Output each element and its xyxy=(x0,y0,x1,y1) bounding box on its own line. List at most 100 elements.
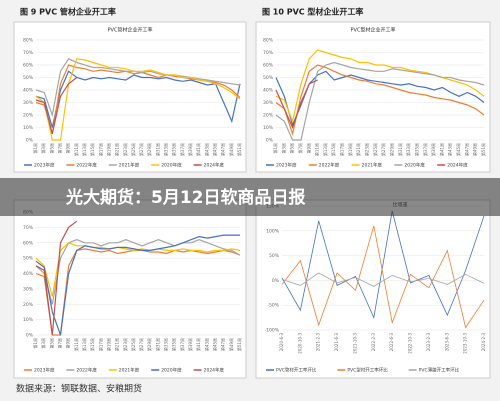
y-tick-label: 60% xyxy=(23,63,34,69)
series-line xyxy=(281,225,485,329)
y-tick-label: 60% xyxy=(263,63,274,69)
x-tick-label: 第21周 xyxy=(355,143,361,156)
x-tick-label: 第7周 xyxy=(297,143,303,154)
y-tick-label: 60% xyxy=(23,240,34,246)
x-tick-label: 第17周 xyxy=(97,338,103,351)
x-tick-label: 第29周 xyxy=(388,143,394,156)
series-line xyxy=(275,49,485,124)
y-tick-label: 10% xyxy=(23,317,34,323)
x-tick-label: 第35周 xyxy=(171,338,177,351)
series-line xyxy=(275,64,485,137)
legend-label: 2020年度 xyxy=(404,162,425,169)
y-tick-label: 80% xyxy=(23,38,34,44)
legend-label: PVC型材开工率环比 xyxy=(347,367,388,374)
series-line xyxy=(281,272,485,287)
legend-label: 2022年度 xyxy=(319,162,340,169)
series-line xyxy=(275,70,485,127)
x-tick-label: 第5周 xyxy=(48,143,54,154)
series-line xyxy=(35,248,241,336)
x-tick-label: 第15周 xyxy=(89,143,95,156)
panel xyxy=(255,21,491,173)
x-tick-label: 第13周 xyxy=(322,143,328,156)
x-tick-label: 第51周 xyxy=(480,143,486,156)
x-tick-label: 第33周 xyxy=(163,338,169,351)
x-tick-label: 2022-10-3 xyxy=(408,333,413,354)
legend-label: 2020年度 xyxy=(161,367,182,374)
legend-label: 2020年度 xyxy=(161,162,182,169)
x-tick-label: 第1周 xyxy=(272,143,278,154)
x-tick-label: 第29周 xyxy=(146,143,152,156)
x-tick-label: 第23周 xyxy=(122,143,128,156)
x-tick-label: 第35周 xyxy=(171,143,177,156)
x-tick-label: 第23周 xyxy=(364,143,370,156)
x-tick-label: 第25周 xyxy=(130,143,136,156)
legend-label: 2024年度 xyxy=(204,367,225,374)
x-tick-label: 2024-2-3 xyxy=(481,333,486,352)
x-tick-label: 第21周 xyxy=(114,143,120,156)
headline: 光大期货：5月12日软商品日报 xyxy=(65,187,306,208)
x-tick-label: 2021-10-3 xyxy=(352,333,357,354)
x-tick-label: 2022-6-3 xyxy=(389,333,394,352)
x-tick-label: 第47周 xyxy=(463,143,469,156)
x-tick-label: 第11周 xyxy=(314,143,320,156)
x-tick-label: 第1周 xyxy=(32,143,38,154)
x-tick-label: 第29周 xyxy=(146,338,152,351)
x-tick-label: 第7周 xyxy=(56,338,62,349)
y-tick-label: 40% xyxy=(23,88,34,94)
series-line xyxy=(35,234,240,336)
series-line xyxy=(35,239,241,305)
x-tick-label: 第39周 xyxy=(187,338,193,351)
x-tick-label: 第15周 xyxy=(330,143,336,156)
x-tick-label: 第11周 xyxy=(73,143,79,156)
x-tick-label: 第25周 xyxy=(130,338,136,351)
x-tick-label: 第27周 xyxy=(138,143,144,156)
series-line xyxy=(281,210,485,319)
x-tick-label: 第47周 xyxy=(220,143,226,156)
x-tick-label: 第51周 xyxy=(236,338,242,351)
legend-label: 2021年度 xyxy=(119,367,140,374)
x-tick-label: 第11周 xyxy=(73,338,79,351)
legend-label: 2021年度 xyxy=(362,162,383,169)
x-tick-label: 第31周 xyxy=(154,143,160,156)
x-tick-label: 第5周 xyxy=(48,338,54,349)
x-tick-label: 第13周 xyxy=(81,143,87,156)
y-tick-label: 70% xyxy=(23,225,34,231)
x-tick-label: 第15周 xyxy=(89,338,95,351)
legend-label: PVC薄膜开工率环比 xyxy=(419,367,460,374)
x-tick-label: 第17周 xyxy=(339,143,345,156)
x-tick-label: 第31周 xyxy=(154,338,160,351)
chart-title: PVC管材企业开工率 xyxy=(108,27,153,34)
y-tick-label: 0% xyxy=(272,278,280,284)
legend-label: 2023年度 xyxy=(34,367,55,374)
y-tick-label: 50% xyxy=(269,253,280,259)
x-tick-label: 2023-2-3 xyxy=(426,333,431,352)
x-tick-label: 第13周 xyxy=(81,338,87,351)
y-tick-label: 30% xyxy=(23,100,34,106)
legend-label: 2021年度 xyxy=(119,162,140,169)
x-tick-label: 第25周 xyxy=(372,143,378,156)
x-tick-label: 第41周 xyxy=(195,143,201,156)
x-tick-label: 第23周 xyxy=(122,338,128,351)
y-tick-label: 30% xyxy=(263,100,274,106)
x-tick-label: 第39周 xyxy=(187,143,193,156)
y-tick-label: 10% xyxy=(263,125,274,131)
x-tick-label: 2023-6-3 xyxy=(444,333,449,352)
legend-label: PVC管材开工率环比 xyxy=(276,367,317,374)
y-tick-label: 0% xyxy=(26,138,34,144)
y-tick-label: 100% xyxy=(266,228,280,234)
x-tick-label: 第9周 xyxy=(65,338,71,349)
x-tick-label: 第3周 xyxy=(40,338,46,349)
x-tick-label: 第33周 xyxy=(163,143,169,156)
series-line xyxy=(275,61,485,141)
y-tick-label: -100% xyxy=(265,328,280,334)
y-tick-label: 0% xyxy=(266,138,274,144)
x-tick-label: 第31周 xyxy=(397,143,403,156)
x-tick-label: 第3周 xyxy=(40,143,46,154)
y-tick-label: 70% xyxy=(23,50,34,56)
y-tick-label: 80% xyxy=(263,38,274,44)
x-tick-label: 第19周 xyxy=(105,338,111,351)
panel xyxy=(13,21,247,173)
figure-caption: 图 9 PVC 管材企业开工率 xyxy=(20,7,116,17)
y-tick-label: 0% xyxy=(26,333,34,339)
legend-label: 2022年度 xyxy=(76,367,97,374)
